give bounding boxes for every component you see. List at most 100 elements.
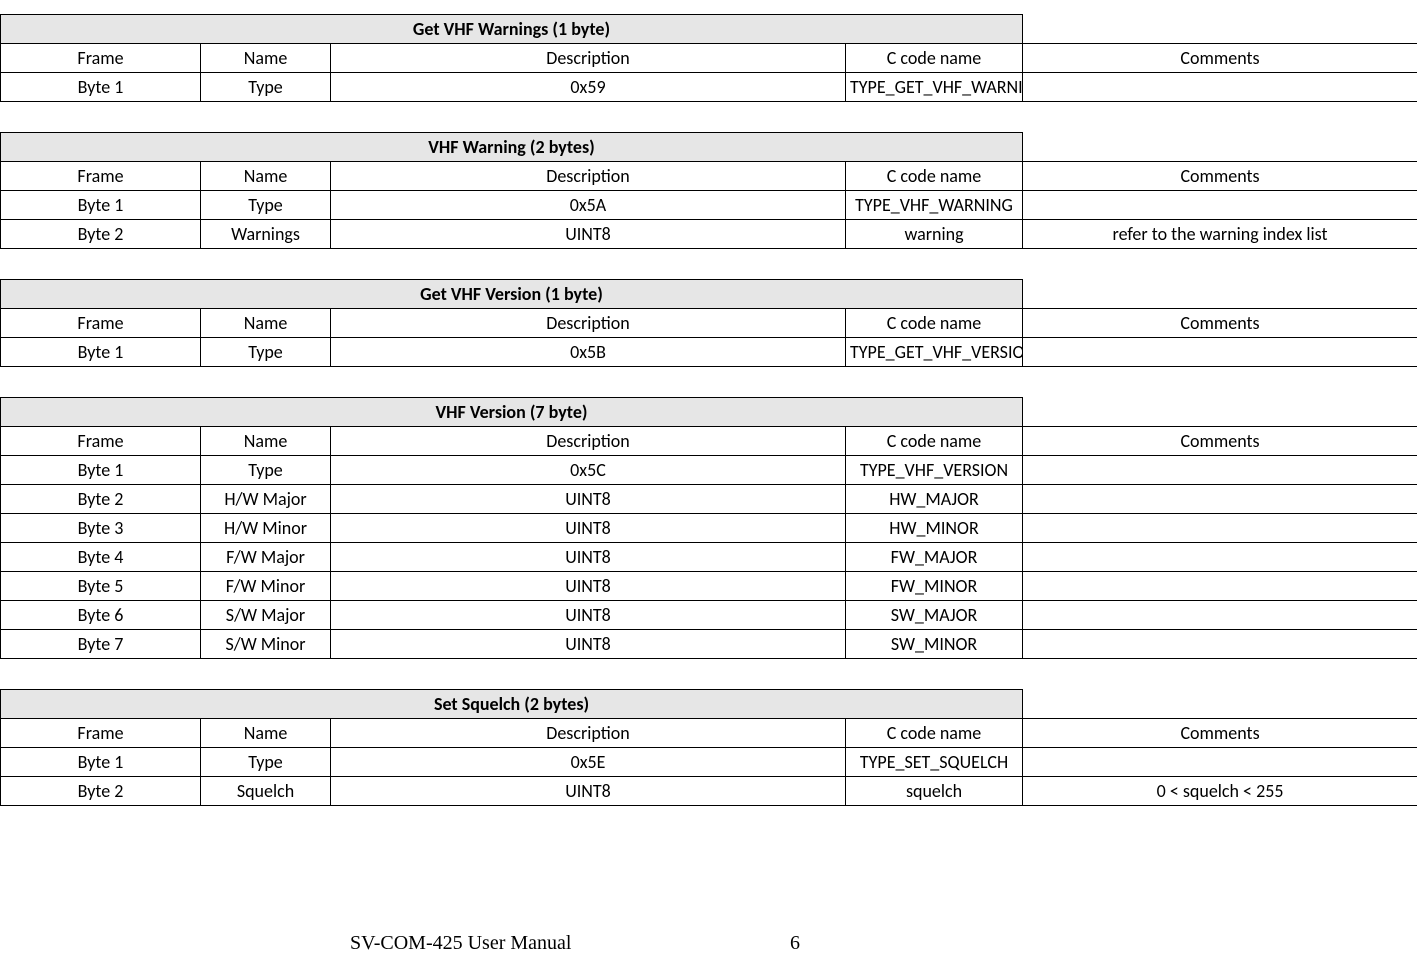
cell-frame: Byte 1 bbox=[1, 73, 201, 102]
cell-frame: Byte 7 bbox=[1, 630, 201, 659]
cell-name: Type bbox=[201, 456, 331, 485]
empty-cell bbox=[1023, 15, 1417, 44]
col-header-name: Name bbox=[201, 162, 331, 191]
table-row: Byte 2H/W MajorUINT8HW_MAJOR bbox=[1, 485, 1417, 514]
cell-code: TYPE_SET_SQUELCH bbox=[846, 748, 1023, 777]
footer-page-number: 6 bbox=[790, 932, 800, 955]
cell-code: FW_MAJOR bbox=[846, 543, 1023, 572]
col-header-description: Description bbox=[331, 44, 846, 73]
table-row: Byte 2WarningsUINT8warningrefer to the w… bbox=[1, 220, 1417, 249]
cell-frame: Byte 1 bbox=[1, 191, 201, 220]
col-header-name: Name bbox=[201, 44, 331, 73]
col-header-frame: Frame bbox=[1, 44, 201, 73]
cell-code: TYPE_VHF_WARNING bbox=[846, 191, 1023, 220]
cell-frame: Byte 3 bbox=[1, 514, 201, 543]
cell-description: UINT8 bbox=[331, 572, 846, 601]
cell-description: UINT8 bbox=[331, 630, 846, 659]
cell-name: Type bbox=[201, 338, 331, 367]
tables-container: Get VHF Warnings (1 byte)FrameNameDescri… bbox=[0, 14, 1417, 806]
col-header-comments: Comments bbox=[1023, 427, 1417, 456]
cell-comments bbox=[1023, 485, 1417, 514]
table-title: Get VHF Version (1 byte) bbox=[1, 280, 1023, 309]
protocol-table: Set Squelch (2 bytes)FrameNameDescriptio… bbox=[0, 689, 1417, 806]
table-title: Set Squelch (2 bytes) bbox=[1, 690, 1023, 719]
cell-description: UINT8 bbox=[331, 543, 846, 572]
col-header-frame: Frame bbox=[1, 427, 201, 456]
table: Set Squelch (2 bytes)FrameNameDescriptio… bbox=[0, 689, 1417, 806]
cell-frame: Byte 4 bbox=[1, 543, 201, 572]
table-title: Get VHF Warnings (1 byte) bbox=[1, 15, 1023, 44]
table-row: Byte 6S/W MajorUINT8SW_MAJOR bbox=[1, 601, 1417, 630]
col-header-description: Description bbox=[331, 719, 846, 748]
cell-frame: Byte 2 bbox=[1, 777, 201, 806]
table: Get VHF Version (1 byte)FrameNameDescrip… bbox=[0, 279, 1417, 367]
cell-name: Type bbox=[201, 191, 331, 220]
cell-name: Type bbox=[201, 73, 331, 102]
cell-comments bbox=[1023, 572, 1417, 601]
cell-comments bbox=[1023, 514, 1417, 543]
col-header-comments: Comments bbox=[1023, 309, 1417, 338]
cell-comments bbox=[1023, 630, 1417, 659]
table-row: Byte 1Type0x5ATYPE_VHF_WARNING bbox=[1, 191, 1417, 220]
cell-description: 0x5A bbox=[331, 191, 846, 220]
cell-frame: Byte 1 bbox=[1, 748, 201, 777]
col-header-description: Description bbox=[331, 427, 846, 456]
col-header-description: Description bbox=[331, 309, 846, 338]
cell-frame: Byte 1 bbox=[1, 456, 201, 485]
cell-comments bbox=[1023, 73, 1417, 102]
table-title: VHF Warning (2 bytes) bbox=[1, 133, 1023, 162]
cell-comments bbox=[1023, 338, 1417, 367]
table-title: VHF Version (7 byte) bbox=[1, 398, 1023, 427]
empty-cell bbox=[1023, 280, 1417, 309]
col-header-code: C code name bbox=[846, 427, 1023, 456]
cell-code: TYPE_GET_VHF_VERSION bbox=[846, 338, 1023, 367]
cell-description: UINT8 bbox=[331, 220, 846, 249]
cell-name: F/W Minor bbox=[201, 572, 331, 601]
col-header-comments: Comments bbox=[1023, 719, 1417, 748]
cell-comments bbox=[1023, 456, 1417, 485]
col-header-frame: Frame bbox=[1, 309, 201, 338]
cell-code: squelch bbox=[846, 777, 1023, 806]
col-header-comments: Comments bbox=[1023, 162, 1417, 191]
cell-code: TYPE_VHF_VERSION bbox=[846, 456, 1023, 485]
empty-cell bbox=[1023, 133, 1417, 162]
protocol-table: VHF Version (7 byte)FrameNameDescription… bbox=[0, 397, 1417, 659]
cell-code: warning bbox=[846, 220, 1023, 249]
protocol-table: Get VHF Warnings (1 byte)FrameNameDescri… bbox=[0, 14, 1417, 102]
cell-frame: Byte 1 bbox=[1, 338, 201, 367]
cell-frame: Byte 2 bbox=[1, 485, 201, 514]
table: VHF Warning (2 bytes)FrameNameDescriptio… bbox=[0, 132, 1417, 249]
cell-name: Warnings bbox=[201, 220, 331, 249]
col-header-name: Name bbox=[201, 309, 331, 338]
cell-description: UINT8 bbox=[331, 485, 846, 514]
cell-description: 0x5E bbox=[331, 748, 846, 777]
cell-comments: 0 < squelch < 255 bbox=[1023, 777, 1417, 806]
cell-comments bbox=[1023, 191, 1417, 220]
cell-code: FW_MINOR bbox=[846, 572, 1023, 601]
cell-name: Squelch bbox=[201, 777, 331, 806]
cell-description: UINT8 bbox=[331, 777, 846, 806]
table-row: Byte 3H/W MinorUINT8HW_MINOR bbox=[1, 514, 1417, 543]
table-row: Byte 7S/W MinorUINT8SW_MINOR bbox=[1, 630, 1417, 659]
col-header-code: C code name bbox=[846, 44, 1023, 73]
cell-frame: Byte 5 bbox=[1, 572, 201, 601]
cell-name: H/W Major bbox=[201, 485, 331, 514]
table: Get VHF Warnings (1 byte)FrameNameDescri… bbox=[0, 14, 1417, 102]
empty-cell bbox=[1023, 398, 1417, 427]
col-header-frame: Frame bbox=[1, 162, 201, 191]
table-row: Byte 2SquelchUINT8squelch0 < squelch < 2… bbox=[1, 777, 1417, 806]
table-row: Byte 1Type0x5CTYPE_VHF_VERSION bbox=[1, 456, 1417, 485]
table-row: Byte 4F/W MajorUINT8FW_MAJOR bbox=[1, 543, 1417, 572]
col-header-code: C code name bbox=[846, 162, 1023, 191]
col-header-frame: Frame bbox=[1, 719, 201, 748]
cell-description: 0x5B bbox=[331, 338, 846, 367]
cell-code: SW_MAJOR bbox=[846, 601, 1023, 630]
col-header-code: C code name bbox=[846, 719, 1023, 748]
protocol-table: VHF Warning (2 bytes)FrameNameDescriptio… bbox=[0, 132, 1417, 249]
table-row: Byte 1Type0x5BTYPE_GET_VHF_VERSION bbox=[1, 338, 1417, 367]
cell-name: S/W Major bbox=[201, 601, 331, 630]
cell-comments bbox=[1023, 748, 1417, 777]
cell-comments bbox=[1023, 543, 1417, 572]
cell-name: S/W Minor bbox=[201, 630, 331, 659]
col-header-code: C code name bbox=[846, 309, 1023, 338]
